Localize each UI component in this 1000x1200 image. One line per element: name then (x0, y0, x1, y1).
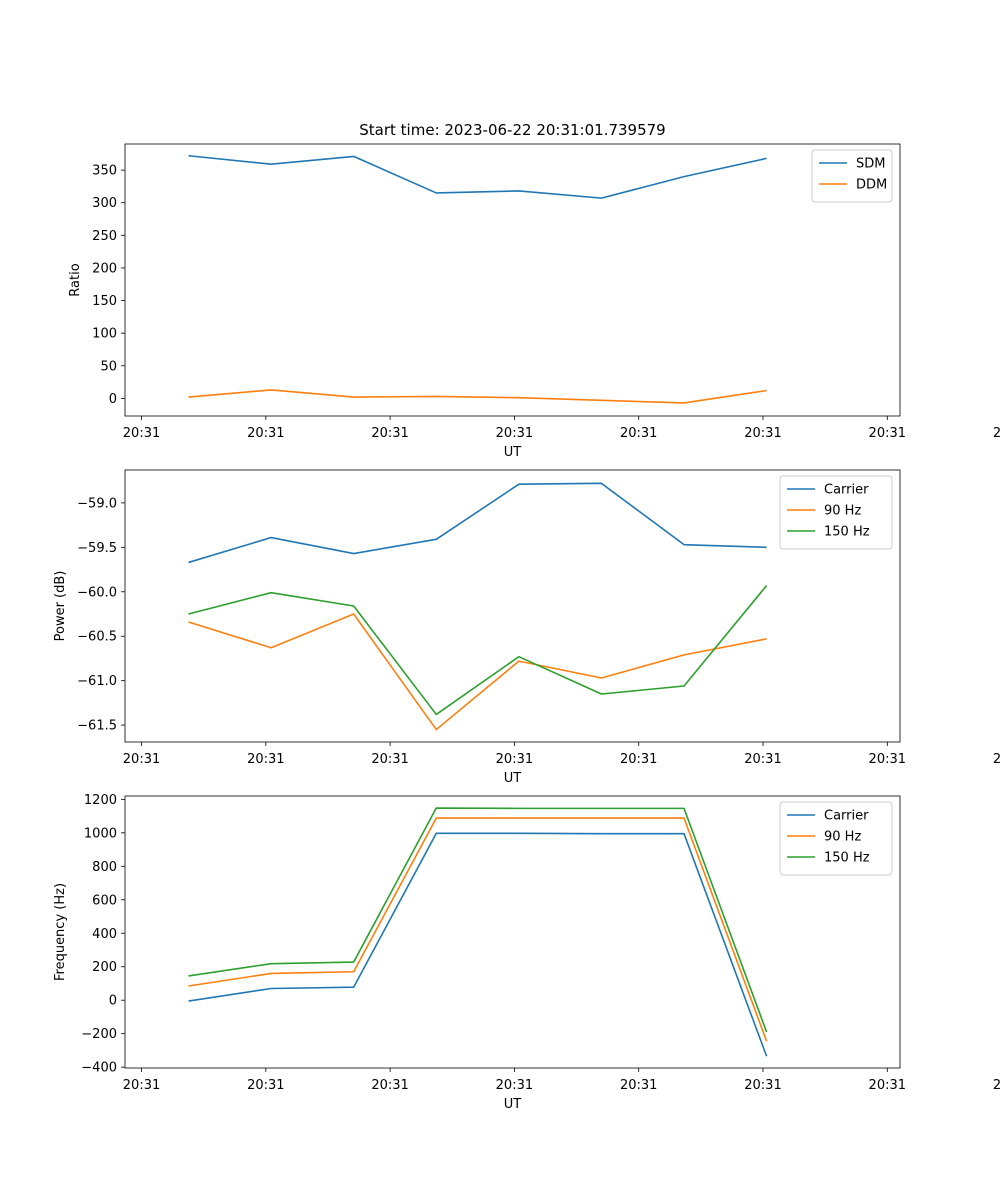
legend-label: 90 Hz (824, 830, 861, 845)
y-tick-label: 100 (92, 327, 117, 342)
x-tick-label: 20:31 (744, 426, 781, 441)
x-tick-label: 20:31 (247, 752, 284, 767)
y-axis-label: Power (dB) (53, 571, 68, 642)
legend: Carrier 90 Hz 150 Hz (779, 475, 893, 550)
x-tick-label: 20:31 (620, 752, 657, 767)
y-tick-label: 1000 (84, 826, 117, 841)
x-tick-label: 20:31 (620, 1078, 657, 1093)
panel-frequency: 20:31 20:31 20:31 20:31 20:31 20:31 20:31 20:32… (53, 793, 1000, 1112)
series-line-ddm (188, 389, 767, 404)
x-tick-label: 20:31 (371, 752, 408, 767)
x-tick-label: 20:32 (993, 426, 1000, 441)
y-tick-label: −60.0 (77, 585, 117, 600)
x-axis-label: UT (504, 771, 522, 786)
x-axis-label: UT (504, 1097, 522, 1112)
x-tick-label: 20:32 (993, 752, 1000, 767)
y-tick-label: 50 (100, 359, 117, 374)
x-tick-label: 20:31 (869, 752, 906, 767)
series-line-150-hz (188, 807, 768, 1033)
y-tick-label: 200 (92, 261, 117, 276)
x-tick-label: 20:31 (123, 1078, 160, 1093)
legend-label: Carrier (824, 809, 869, 824)
y-tick-label: 1200 (84, 793, 117, 808)
series-line-90-hz (188, 613, 767, 731)
y-tick-label: 300 (92, 196, 117, 211)
y-tick-label: 400 (92, 927, 117, 942)
y-tick-label: 0 (109, 994, 117, 1009)
x-tick-label: 20:31 (247, 1078, 284, 1093)
legend-label: Carrier (824, 483, 869, 498)
legend-label: SDM (856, 157, 885, 172)
y-tick-label: −59.0 (77, 496, 117, 511)
x-tick-label: 20:31 (247, 426, 284, 441)
y-tick-label: −60.5 (77, 630, 117, 645)
x-tick-label: 20:31 (869, 1078, 906, 1093)
y-tick-label: 350 (92, 164, 117, 179)
axes-frame (124, 795, 901, 1069)
x-tick-label: 20:31 (496, 426, 533, 441)
y-tick-label: 200 (92, 960, 117, 975)
x-tick-label: 20:31 (123, 426, 160, 441)
legend-label: 90 Hz (824, 504, 861, 519)
x-tick-label: 20:31 (123, 752, 160, 767)
x-axis-label: UT (504, 445, 522, 460)
legend: Carrier 90 Hz 150 Hz (779, 801, 893, 876)
series-line-90-hz (188, 817, 768, 1042)
series-line-150-hz (188, 585, 768, 716)
y-tick-label: 0 (109, 392, 117, 407)
x-tick-label: 20:31 (371, 426, 408, 441)
legend: SDM DDM (811, 149, 893, 203)
x-tick-label: 20:31 (620, 426, 657, 441)
y-tick-label: 600 (92, 893, 117, 908)
series-line-carrier (188, 832, 768, 1057)
y-axis-label: Frequency (Hz) (53, 883, 68, 981)
series-line-sdm (188, 154, 767, 199)
panel-power: 20:31 20:31 20:31 20:31 20:31 20:31 20:31 20:32… (53, 469, 1000, 786)
y-tick-label: 150 (92, 294, 117, 309)
x-tick-label: 20:31 (496, 752, 533, 767)
y-tick-label: −200 (81, 1027, 117, 1042)
y-tick-label: 250 (92, 229, 117, 244)
y-tick-label: −61.0 (77, 674, 117, 689)
y-tick-label: −59.5 (77, 541, 117, 556)
y-axis-label: Ratio (68, 263, 83, 296)
legend-label: 150 Hz (824, 851, 870, 866)
legend-label: 150 Hz (824, 525, 870, 540)
x-tick-label: 20:31 (744, 752, 781, 767)
y-tick-label: 800 (92, 860, 117, 875)
y-tick-label: −400 (81, 1061, 117, 1076)
axes-frame (124, 469, 901, 743)
legend-label: DDM (856, 178, 887, 193)
series-line-carrier (188, 482, 767, 564)
x-tick-label: 20:31 (869, 426, 906, 441)
axes-frame (124, 143, 901, 417)
y-tick-label: −61.5 (77, 719, 117, 734)
x-tick-label: 20:31 (496, 1078, 533, 1093)
chart-title: Start time: 2023-06-22 20:31:01.739579 (359, 121, 665, 139)
x-tick-label: 20:31 (371, 1078, 408, 1093)
x-tick-label: 20:31 (744, 1078, 781, 1093)
x-tick-label: 20:32 (993, 1078, 1000, 1093)
panel-ratio: 20:31 20:31 20:31 20:31 20:31 20:31 20:31 20:32… (68, 121, 1000, 460)
